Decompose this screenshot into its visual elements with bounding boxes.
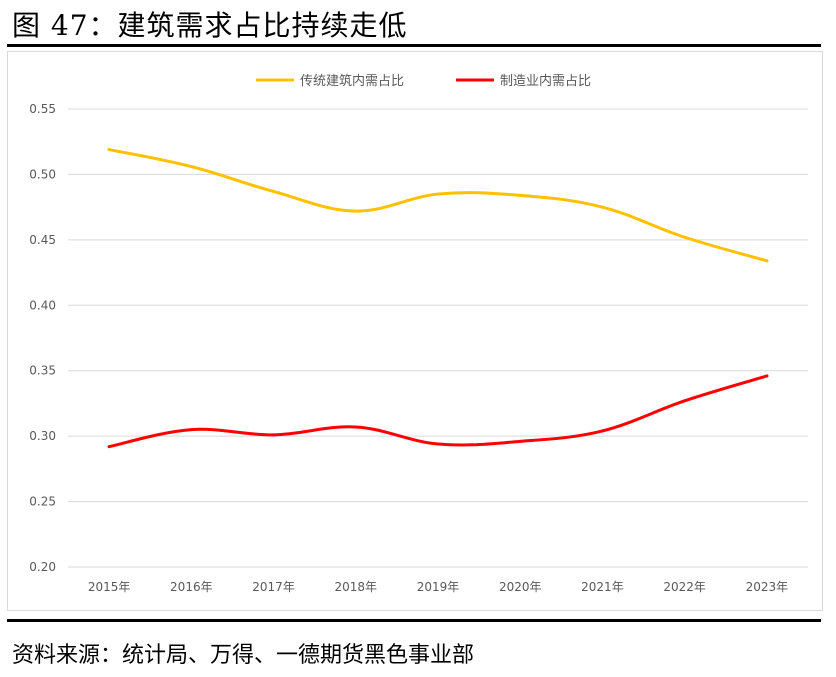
x-tick-label: 2023年	[746, 580, 789, 594]
data-point	[765, 259, 769, 263]
x-tick-label: 2022年	[663, 580, 706, 594]
data-point	[518, 439, 522, 443]
title-divider	[7, 44, 821, 47]
source-note: 资料来源：统计局、万得、一德期货黑色事业部	[12, 643, 475, 668]
data-point	[107, 445, 111, 449]
data-point	[600, 205, 604, 209]
data-point	[436, 442, 440, 446]
data-point	[189, 428, 193, 432]
x-tick-label: 2019年	[417, 580, 460, 594]
x-tick-label: 2018年	[335, 580, 378, 594]
data-point	[272, 189, 276, 193]
data-point	[765, 374, 769, 378]
legend-label: 制造业内需占比	[500, 73, 591, 89]
y-tick-label: 0.40	[29, 298, 56, 312]
y-tick-label: 0.20	[29, 560, 56, 574]
legend: 传统建筑内需占比 制造业内需占比	[256, 73, 591, 89]
series-line-construction	[107, 148, 769, 263]
y-tick-label: 0.25	[29, 495, 56, 509]
y-tick-label: 0.30	[29, 429, 56, 443]
source-divider	[7, 619, 821, 622]
data-point	[683, 235, 687, 239]
chart-area: 0.20 0.25 0.30 0.35 0.40 0.45 0.50 0.55 2015年 20…	[7, 51, 823, 611]
x-axis-ticks: 2015年 2016年 2017年 2018年 2019年 2020年 2021年 2022年…	[88, 580, 788, 594]
y-tick-label: 0.35	[29, 364, 56, 378]
x-tick-label: 2021年	[581, 580, 624, 594]
data-point	[354, 425, 358, 429]
x-tick-label: 2015年	[88, 580, 131, 594]
figure-title: 图 47：建筑需求占比持续走低	[12, 9, 408, 42]
y-tick-label: 0.45	[29, 233, 56, 247]
data-point	[189, 165, 193, 169]
legend-label: 传统建筑内需占比	[300, 73, 404, 89]
gridlines	[68, 108, 808, 568]
data-point	[436, 192, 440, 196]
data-point	[518, 193, 522, 197]
y-tick-label: 0.50	[29, 167, 56, 181]
x-tick-label: 2020年	[499, 580, 542, 594]
x-tick-label: 2017年	[252, 580, 295, 594]
data-point	[272, 433, 276, 437]
data-point	[354, 209, 358, 213]
y-axis-ticks: 0.20 0.25 0.30 0.35 0.40 0.45 0.50 0.55	[29, 102, 56, 574]
data-point	[600, 429, 604, 433]
x-tick-label: 2016年	[170, 580, 213, 594]
series-lines	[107, 148, 769, 449]
line-chart: 0.200.250.300.350.400.450.500.55 2015年 20…	[29, 73, 808, 594]
data-point	[683, 399, 687, 403]
y-tick-label: 0.55	[29, 102, 56, 116]
data-point	[107, 148, 111, 152]
